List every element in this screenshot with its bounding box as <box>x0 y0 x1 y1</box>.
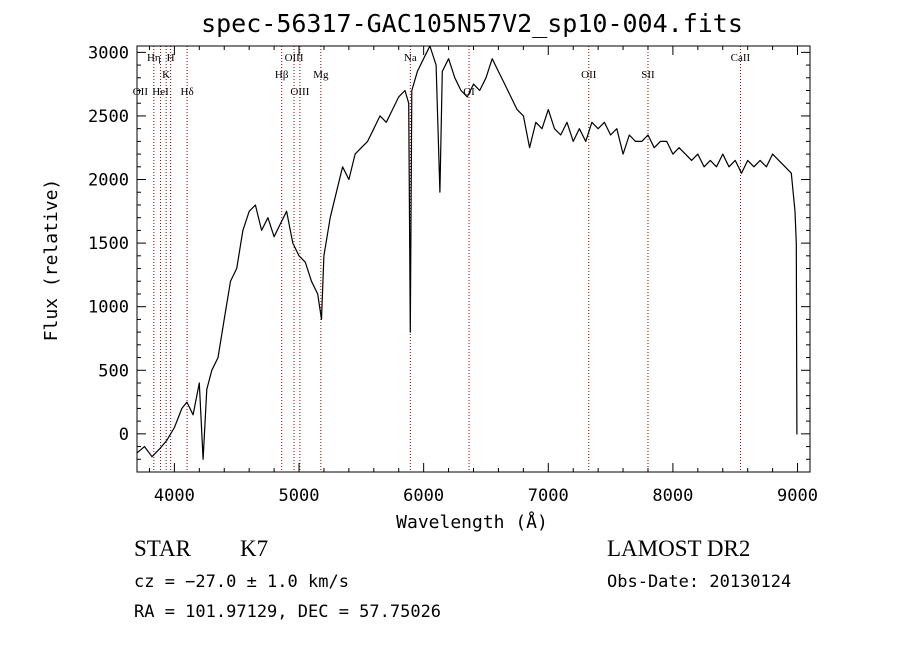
y-tick-label-0: 0 <box>119 425 129 445</box>
x-tick-label-4: 8000 <box>652 486 693 506</box>
x-tick-label-1: 5000 <box>279 486 320 506</box>
redshift-readout: cz = −27.0 ± 1.0 km/s <box>134 572 349 592</box>
y-axis-ticks: 0 500 1000 1500 2000 2500 3000 <box>88 43 810 460</box>
line-label-10: Na <box>404 52 417 64</box>
line-label-3: OII <box>133 86 149 98</box>
spectral-line-markers <box>153 46 741 472</box>
line-label-7: Hβ <box>275 69 289 81</box>
line-label-2: K <box>162 69 170 81</box>
y-tick-label-1: 500 <box>98 361 129 381</box>
y-tick-label-5: 2500 <box>88 107 129 127</box>
spectral-class: K7 <box>240 536 269 561</box>
y-tick-label-3: 1500 <box>88 234 129 254</box>
survey-name: LAMOST DR2 <box>607 536 751 561</box>
y-tick-label-2: 1000 <box>88 298 129 318</box>
x-axis-label: Wavelength (Å) <box>396 511 548 533</box>
y-tick-label-4: 2000 <box>88 171 129 191</box>
line-label-6: OIII <box>285 52 304 64</box>
line-label-4: HeI <box>152 86 169 98</box>
line-label-5: Hδ <box>181 86 194 98</box>
chart-title: spec-56317-GAC105N57V2_sp10-004.fits <box>201 9 743 38</box>
x-axis-ticks: 4000 5000 6000 7000 8000 9000 <box>148 46 818 506</box>
line-label-13: SII <box>641 69 655 81</box>
x-tick-label-5: 9000 <box>777 486 818 506</box>
line-label-8: Mg <box>313 69 329 81</box>
x-tick-label-3: 7000 <box>528 486 569 506</box>
line-label-9: OIII <box>290 86 309 98</box>
coordinates-readout: RA = 101.97129, DEC = 57.75026 <box>134 602 442 622</box>
line-label-1: H <box>167 52 175 64</box>
object-type: STAR <box>134 536 191 561</box>
spectrum-line <box>136 45 798 460</box>
y-tick-label-6: 3000 <box>88 43 129 63</box>
line-label-11: OI <box>463 86 475 98</box>
line-label-12: OII <box>581 69 597 81</box>
observation-date: Obs-Date: 20130124 <box>607 572 792 592</box>
spectrum-series-group <box>136 45 798 460</box>
y-axis-label: Flux (relative) <box>41 179 62 342</box>
line-label-0: Hη <box>147 52 161 64</box>
line-label-14: CaII <box>731 52 751 64</box>
x-tick-label-0: 4000 <box>154 486 195 506</box>
x-tick-label-2: 6000 <box>403 486 444 506</box>
